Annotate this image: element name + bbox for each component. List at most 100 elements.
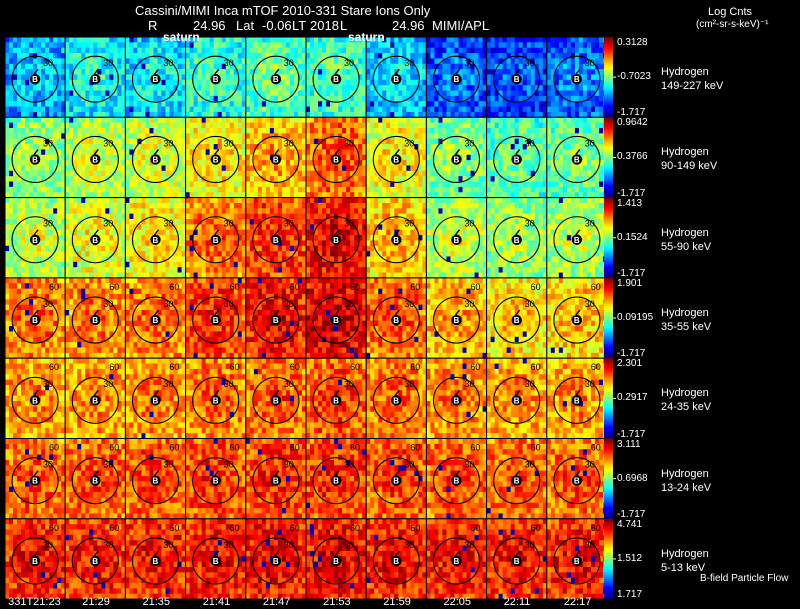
image-pixel <box>57 229 62 236</box>
image-pixel <box>121 79 126 86</box>
image-pixel <box>213 176 219 182</box>
image-pixel <box>145 144 150 150</box>
image-pixel <box>57 192 62 198</box>
image-pixel <box>342 69 347 75</box>
image-pixel <box>301 37 307 43</box>
image-pixel <box>73 165 78 172</box>
image-pixel <box>205 170 211 177</box>
image-pixel <box>25 58 30 65</box>
image-pixel <box>253 79 259 86</box>
image-pixel <box>265 160 271 166</box>
image-pixel <box>241 117 247 124</box>
image-pixel <box>318 53 323 59</box>
image-pixel <box>338 42 343 49</box>
b-field-tick <box>93 149 99 155</box>
image-pixel <box>506 176 512 182</box>
image-pixel <box>346 111 351 118</box>
image-pixel <box>422 176 427 182</box>
image-pixel <box>418 90 423 97</box>
image-pixel <box>65 144 70 150</box>
image-pixel <box>49 186 54 193</box>
image-pixel <box>217 160 223 166</box>
image-pixel <box>129 160 134 166</box>
image-pixel <box>358 138 363 145</box>
image-pixel <box>229 117 235 124</box>
image-pixel <box>490 138 496 145</box>
image-pixel <box>330 128 335 134</box>
image-pixel <box>169 58 174 65</box>
image-pixel <box>273 176 279 182</box>
image-pixel <box>265 181 271 188</box>
image-pixel <box>434 160 439 166</box>
image-pixel <box>73 154 78 161</box>
image-pixel <box>229 111 235 118</box>
image-pixel <box>145 176 150 182</box>
image-pixel <box>281 58 287 65</box>
image-pixel <box>249 181 255 188</box>
image-pixel <box>241 101 247 107</box>
image-pixel <box>229 106 235 113</box>
image-pixel <box>358 42 363 49</box>
image-pixel <box>265 37 271 43</box>
image-pixel <box>197 95 203 102</box>
image-pixel <box>442 165 447 172</box>
image-pixel <box>57 144 62 150</box>
image-pixel <box>514 111 520 118</box>
image-pixel <box>277 111 283 118</box>
image-pixel <box>213 181 219 188</box>
image-pixel <box>550 160 556 166</box>
image-pixel <box>382 69 387 75</box>
image-pixel <box>550 79 556 86</box>
image-pixel <box>354 192 359 198</box>
image-pixel <box>121 192 126 198</box>
image-pixel <box>534 170 540 177</box>
image-pixel <box>338 58 343 65</box>
image-pixel <box>558 181 564 188</box>
image-pixel <box>358 85 363 91</box>
image-pixel <box>558 95 564 102</box>
image-pixel <box>526 37 532 43</box>
image-pixel <box>185 165 191 172</box>
image-pixel <box>173 160 178 166</box>
image-pixel <box>65 111 70 118</box>
image-pixel <box>113 208 118 215</box>
image-pixel <box>57 181 62 188</box>
image-pixel <box>342 192 347 198</box>
image-pixel <box>350 170 355 177</box>
image-pixel <box>554 69 560 75</box>
image-pixel <box>81 117 86 124</box>
image-pixel <box>374 37 379 43</box>
image-pixel <box>33 219 38 225</box>
image-pixel <box>586 37 592 43</box>
image-pixel <box>17 74 22 81</box>
image-pixel <box>518 90 524 97</box>
image-pixel <box>213 192 219 198</box>
image-pixel <box>237 69 243 75</box>
image-pixel <box>225 111 231 118</box>
image-pixel <box>189 106 195 113</box>
image-pixel <box>362 149 367 156</box>
image-pixel <box>546 144 552 150</box>
image-pixel <box>534 133 540 140</box>
image-pixel <box>233 160 239 166</box>
image-pixel <box>5 101 10 107</box>
image-pixel <box>9 261 14 268</box>
image-pixel <box>594 37 600 43</box>
image-pixel <box>137 138 142 145</box>
image-pixel <box>133 111 138 118</box>
image-pixel <box>193 111 199 118</box>
image-pixel <box>314 53 319 59</box>
image-pixel <box>193 37 199 43</box>
image-pixel <box>113 192 118 198</box>
image-pixel <box>241 53 247 59</box>
image-pixel <box>133 106 138 113</box>
image-pixel <box>13 79 18 86</box>
image-pixel <box>273 101 279 107</box>
image-pixel <box>430 138 435 145</box>
image-pixel <box>145 63 150 70</box>
image-pixel <box>5 170 10 177</box>
image-pixel <box>125 128 130 134</box>
image-pixel <box>161 74 166 81</box>
image-pixel <box>486 165 492 172</box>
image-pixel <box>470 133 475 140</box>
